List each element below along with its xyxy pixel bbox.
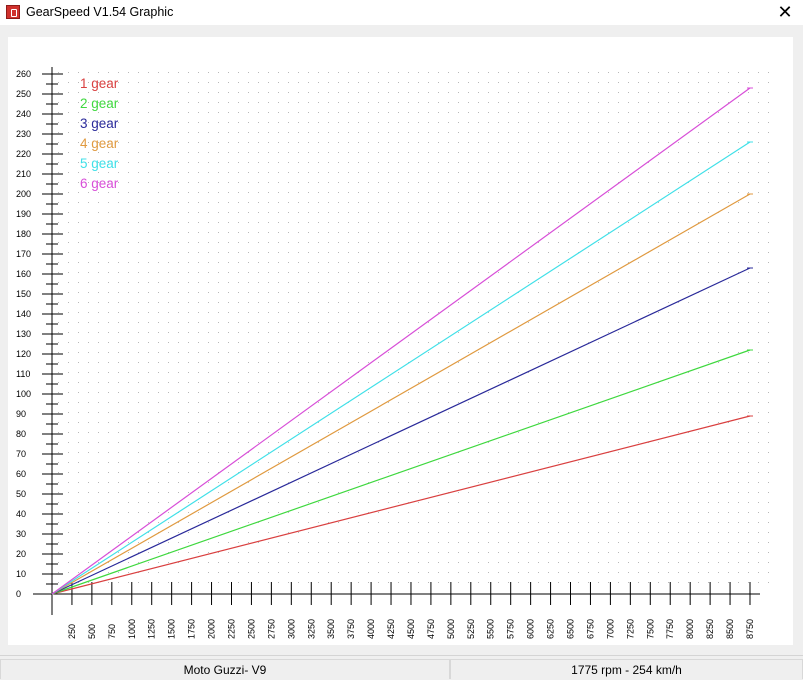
series-line-3: [51, 267, 751, 595]
close-button[interactable]: ✕: [777, 2, 793, 22]
y-tick-label: 180: [16, 229, 31, 239]
y-tick-label: 170: [16, 249, 31, 259]
y-tick-label: 0: [16, 589, 21, 599]
status-model: Moto Guzzi- V9: [0, 659, 450, 679]
y-tick-label: 30: [16, 529, 26, 539]
legend-entry-3: 3 gear: [80, 116, 119, 131]
y-tick-label: 50: [16, 489, 26, 499]
legend-entry-4: 4 gear: [80, 136, 119, 151]
x-tick-label: 1250: [147, 619, 157, 639]
y-tick-label: 100: [16, 389, 31, 399]
x-tick-label: 3500: [326, 619, 336, 639]
speed-rpm-chart: 0 10 20 30 40 50 60 70 80 90 100 110 120 130 140 150 160…: [16, 67, 769, 639]
y-tick-label: 200: [16, 189, 31, 199]
y-tick-label: 240: [16, 109, 31, 119]
y-tick-label: 120: [16, 349, 31, 359]
x-tick-label: 8750: [745, 619, 755, 639]
y-tick-label: 40: [16, 509, 26, 519]
x-tick-label: 3000: [286, 619, 296, 639]
title-bar: GearSpeed V1.54 Graphic ✕: [0, 0, 803, 25]
x-tick-label: 5750: [506, 619, 516, 639]
x-tick-label: 6500: [566, 619, 576, 639]
x-tick-label: 4250: [386, 619, 396, 639]
y-tick-label: 10: [16, 569, 26, 579]
y-tick-label: 60: [16, 469, 26, 479]
x-tick-label: 6250: [546, 619, 556, 639]
x-tick-label: 7250: [625, 619, 635, 639]
x-tick-label: 7000: [605, 619, 615, 639]
plot-panel: 0 10 20 30 40 50 60 70 80 90 100 110 120 130 140 150 160…: [8, 37, 793, 645]
x-tick-label: 8250: [705, 619, 715, 639]
x-tick-label: 4000: [366, 619, 376, 639]
y-tick-label: 20: [16, 549, 26, 559]
y-tick-label: 150: [16, 289, 31, 299]
x-tick-label: 1750: [187, 619, 197, 639]
x-tick-label: 2000: [207, 619, 217, 639]
x-tick-label: 250: [67, 624, 77, 639]
x-tick-label: 8500: [725, 619, 735, 639]
x-tick-label: 4500: [406, 619, 416, 639]
y-tick-label: 190: [16, 209, 31, 219]
x-tick-label: 1500: [167, 619, 177, 639]
x-tick-label: 2750: [266, 619, 276, 639]
y-tick-label: 220: [16, 149, 31, 159]
grid-dots: [58, 72, 769, 583]
y-tick-label: 140: [16, 309, 31, 319]
x-tick-label: 4750: [426, 619, 436, 639]
y-tick-label: 160: [16, 269, 31, 279]
legend-entry-2: 2 gear: [80, 96, 119, 111]
series-line-1: [51, 415, 751, 595]
x-tick-label: 1000: [127, 619, 137, 639]
x-tick-label: 500: [87, 624, 97, 639]
legend-entry-5: 5 gear: [80, 156, 119, 171]
y-tick-label: 90: [16, 409, 26, 419]
x-tick-label: 2500: [246, 619, 256, 639]
x-tick-label: 8000: [685, 619, 695, 639]
y-tick-label: 70: [16, 449, 26, 459]
legend-entry-1: 1 gear: [80, 76, 119, 91]
app-icon: [6, 5, 20, 19]
y-tick-label: 130: [16, 329, 31, 339]
series-line-5: [51, 141, 751, 595]
y-tick-label: 250: [16, 89, 31, 99]
y-tick-label: 80: [16, 429, 26, 439]
series-line-4: [51, 193, 751, 595]
y-tick-label: 110: [16, 369, 30, 379]
series-line-6: [51, 87, 751, 595]
x-tick-label: 6750: [585, 619, 595, 639]
status-readout: 1775 rpm - 254 km/h: [450, 659, 803, 679]
x-tick-label: 5000: [446, 619, 456, 639]
y-tick-label: 260: [16, 69, 31, 79]
status-bar: Moto Guzzi- V9 1775 rpm - 254 km/h: [0, 655, 803, 680]
series-line-2: [51, 349, 751, 595]
legend-entry-6: 6 gear: [80, 176, 119, 191]
window-title: GearSpeed V1.54 Graphic: [26, 5, 174, 19]
x-tick-label: 7500: [645, 619, 655, 639]
x-tick-label: 750: [107, 624, 117, 639]
x-tick-label: 7750: [665, 619, 675, 639]
x-tick-label: 3250: [306, 619, 316, 639]
x-tick-label: 2250: [226, 619, 236, 639]
x-tick-label: 5500: [486, 619, 496, 639]
y-tick-label: 230: [16, 129, 31, 139]
x-tick-label: 3750: [346, 619, 356, 639]
y-tick-label: 210: [16, 169, 31, 179]
x-tick-label: 6000: [526, 619, 536, 639]
x-tick-label: 5250: [466, 619, 476, 639]
